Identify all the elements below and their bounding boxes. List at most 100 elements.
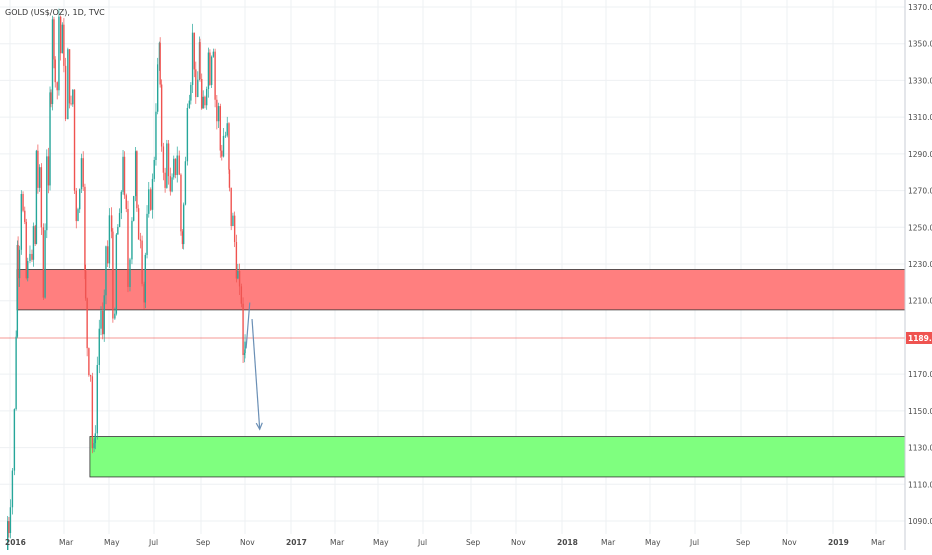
candle-body <box>150 189 152 210</box>
candle-body <box>169 176 172 192</box>
time-tick-label: 2019 <box>828 538 849 547</box>
price-tick-label: 1330.00 <box>908 76 932 85</box>
price-tick-label: 1230.00 <box>908 260 932 269</box>
candle-body <box>75 190 77 222</box>
candle-body <box>32 226 35 260</box>
candle-body <box>207 52 210 89</box>
candle-body <box>180 174 182 232</box>
current-price-label: 1189.70 <box>908 334 932 343</box>
candle-body <box>68 49 71 104</box>
candle-body <box>202 96 204 109</box>
candle-body <box>70 103 72 105</box>
time-tick-label: Nov <box>782 538 797 547</box>
support-zone[interactable] <box>89 436 906 478</box>
price-tick-label: 1370.00 <box>908 3 932 12</box>
candle-body <box>108 215 111 264</box>
time-tick-label: Sep <box>736 538 750 547</box>
candle-body <box>244 341 246 354</box>
candle-body <box>190 84 192 101</box>
candle-body <box>129 259 131 287</box>
candle-body <box>34 226 36 244</box>
price-tick-label: 1130.00 <box>908 444 932 453</box>
candle-body <box>40 167 43 228</box>
candle-body <box>143 283 145 303</box>
time-tick-label: 2016 <box>5 538 26 547</box>
candle-body <box>91 376 94 449</box>
candle-body <box>122 156 124 192</box>
price-tick-label: 1210.00 <box>908 297 932 306</box>
resistance-zone[interactable] <box>16 269 906 311</box>
time-tick-label: Sep <box>466 538 480 547</box>
price-tick-label: 1270.00 <box>908 187 932 196</box>
candle-body <box>72 89 74 105</box>
candle-body <box>228 169 231 188</box>
candle-body <box>31 253 33 260</box>
candle-body <box>136 151 138 209</box>
candle-body <box>37 150 39 188</box>
candle-body <box>162 146 165 173</box>
candle-body <box>47 156 50 186</box>
candle-body <box>127 208 129 287</box>
time-tick-label: May <box>645 538 661 547</box>
candle-body <box>141 240 143 284</box>
price-tick-label: 1310.00 <box>908 113 932 122</box>
candle-body <box>178 155 180 175</box>
candle-body <box>125 195 127 209</box>
candle-body <box>102 310 104 335</box>
time-tick-label: May <box>104 538 120 547</box>
candle-body <box>176 155 178 176</box>
candle-body <box>148 189 150 214</box>
time-tick-label: 2017 <box>286 538 307 547</box>
candle-body <box>201 78 203 109</box>
time-tick-label: Mar <box>601 538 616 547</box>
candle-body <box>132 196 135 221</box>
candle-body <box>117 226 119 235</box>
candle-body <box>243 353 246 355</box>
candle-body <box>219 106 222 151</box>
candle-body <box>222 135 225 157</box>
time-tick-label: Mar <box>871 538 886 547</box>
zones-layer <box>16 269 906 478</box>
price-axis[interactable]: 1090.00 1110.00 1130.00 1150.00 1170.00 1210.… <box>906 3 932 526</box>
candle-body <box>112 231 114 319</box>
candle-body <box>82 158 84 187</box>
candle-body <box>89 375 92 377</box>
candle-body <box>50 92 52 105</box>
candle-body <box>199 42 201 79</box>
candle-body <box>17 244 19 279</box>
candle-body <box>210 56 213 85</box>
candle-body <box>171 177 173 192</box>
price-tick-label: 1250.00 <box>908 223 932 232</box>
candle-body <box>58 16 60 91</box>
candle-body <box>115 234 118 314</box>
candle-body <box>84 270 87 299</box>
symbol-title: GOLD (US$/OZ), 1D, TVC <box>5 8 105 17</box>
projection-segment[interactable] <box>245 302 251 349</box>
candle-body <box>181 231 184 245</box>
candle-body <box>18 249 21 279</box>
candle-body <box>15 336 17 410</box>
projection-segment[interactable] <box>251 319 261 430</box>
candle-body <box>44 230 46 298</box>
candle-body <box>146 213 148 255</box>
candle-body <box>16 244 19 337</box>
candle-body <box>155 111 157 160</box>
candle-body <box>238 270 241 287</box>
candle-body <box>139 239 142 241</box>
candle-body <box>94 433 97 444</box>
candle-body <box>134 151 137 197</box>
price-tick-label: 1350.00 <box>908 40 932 49</box>
price-tick-label: 1110.00 <box>908 480 932 489</box>
candle-body <box>110 215 113 232</box>
candle-body <box>20 193 23 250</box>
projection-arrows <box>245 302 263 431</box>
candle-body <box>7 521 9 555</box>
candle-body <box>84 186 86 271</box>
candles-layer <box>7 8 246 555</box>
candle-body <box>209 52 211 85</box>
candle-body <box>217 106 220 122</box>
time-axis[interactable]: 2016 Mar May Jul Sep Nov 2017 Mar May Jul Sep Nov 20… <box>5 538 886 547</box>
candle-body <box>54 59 56 83</box>
candle-body <box>27 260 29 279</box>
